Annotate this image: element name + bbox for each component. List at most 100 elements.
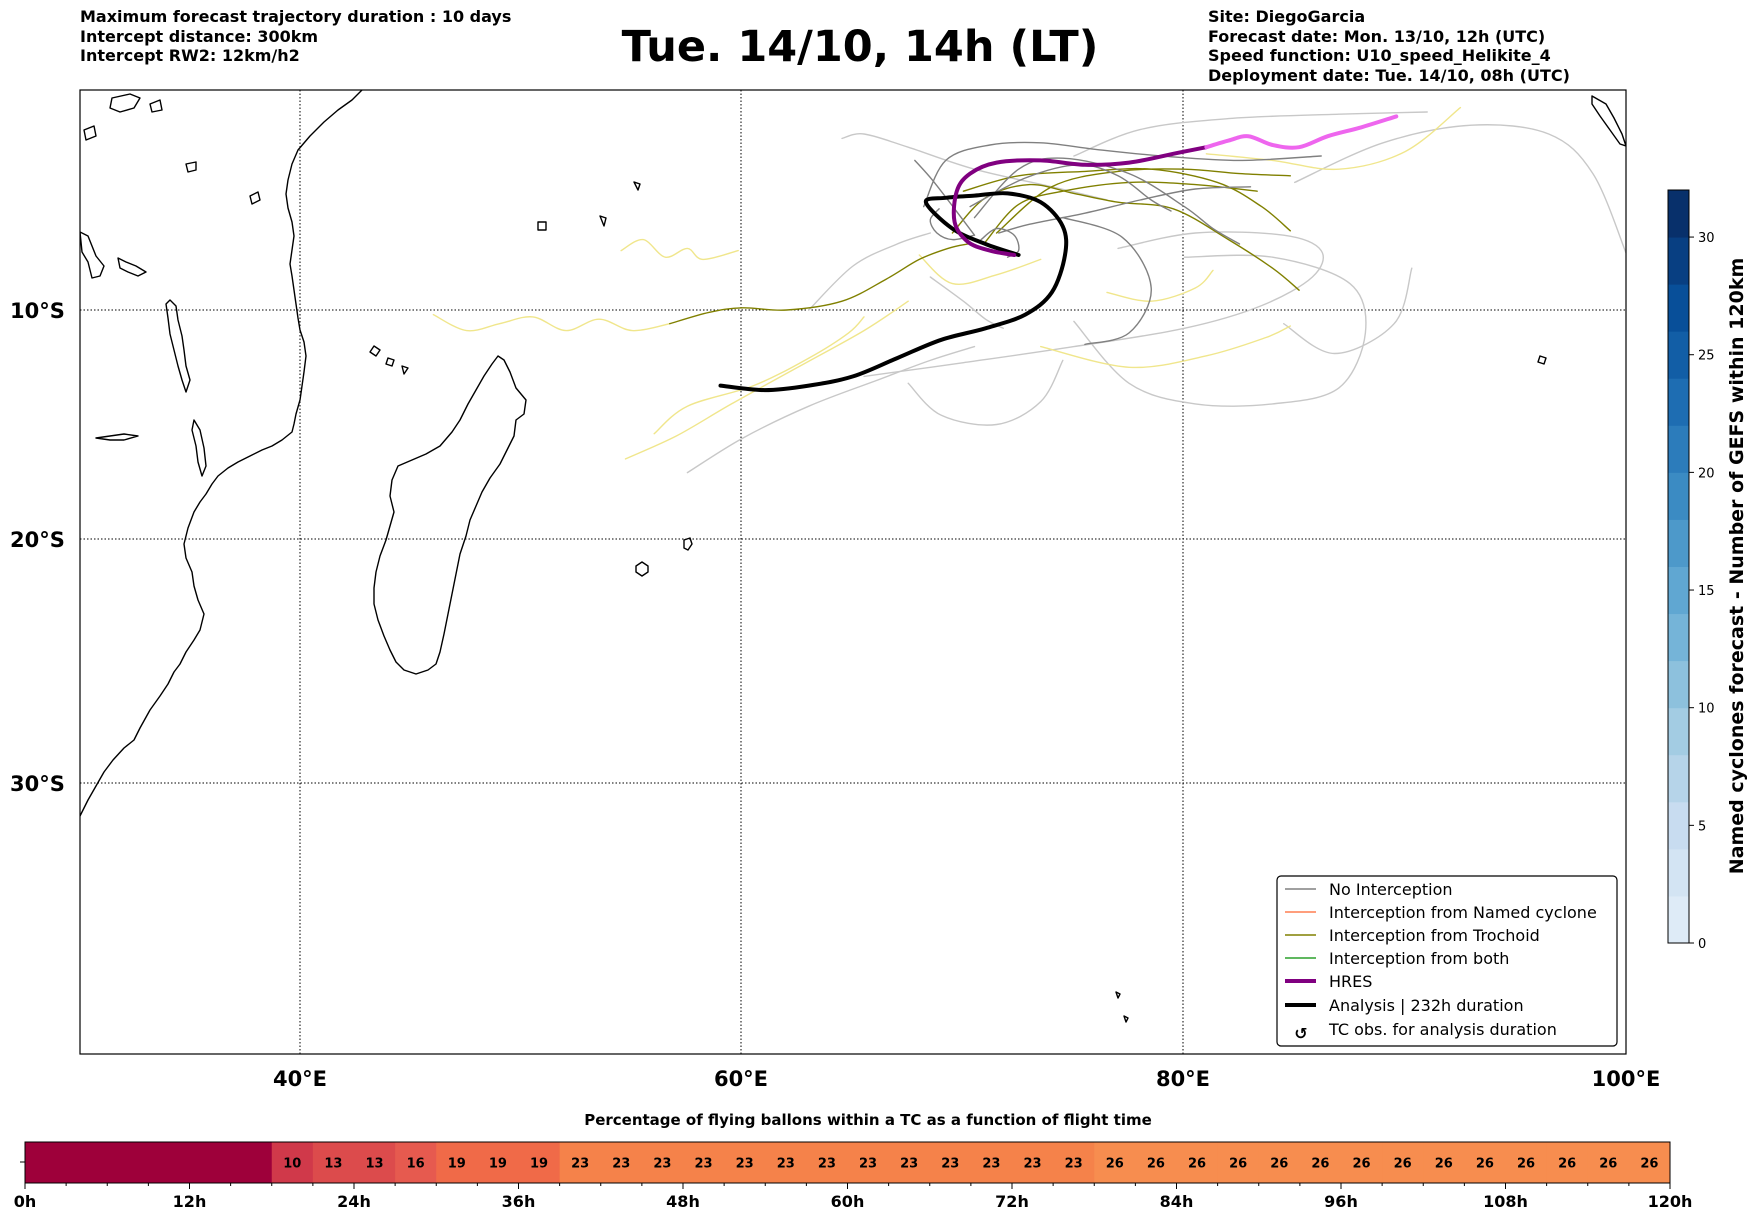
flight-time-tick-label-96h: 96h xyxy=(1324,1192,1358,1211)
colorbar-tick-label-15: 15 xyxy=(1698,584,1715,599)
flight-time-value-35: 26 xyxy=(1476,1157,1494,1172)
flight-time-cell-19 xyxy=(806,1142,849,1183)
colorbar-label: Named cyclones forecast - Number of GEFS… xyxy=(1726,258,1748,875)
chart-title: Tue. 14/10, 14h (LT) xyxy=(621,22,1099,72)
flight-time-value-19: 23 xyxy=(818,1157,836,1172)
trajectory-interception-from-trochoid-6 xyxy=(995,168,1291,234)
legend-label: TC obs. for analysis duration xyxy=(1328,1020,1557,1039)
flight-time-value-32: 26 xyxy=(1353,1157,1371,1172)
flight-time-cell-26 xyxy=(1094,1142,1136,1183)
legend-entry-hres: HRES xyxy=(1285,972,1372,991)
trajectory-interception-from-trochoid-3 xyxy=(669,243,969,325)
flight-time-value-22: 23 xyxy=(941,1157,959,1172)
trajectory-other-ensemble-member-29 xyxy=(620,238,739,261)
flight-time-value-7: 13 xyxy=(324,1157,342,1172)
colorbar-frame xyxy=(1667,189,1690,944)
colorbar-level-1 xyxy=(1668,848,1689,897)
trajectory-no-interception-10 xyxy=(969,164,1172,212)
flight-time-value-6: 10 xyxy=(283,1157,301,1172)
lake-tanganyika xyxy=(165,299,191,393)
trajectory-other-ensemble-member-19 xyxy=(808,232,931,311)
legend-label: Interception from Named cyclone xyxy=(1329,903,1597,922)
africa-coastline xyxy=(80,90,363,817)
madagascar-coastline xyxy=(373,355,527,675)
longitude-axis: 40°E 60°E 80°E 100°E xyxy=(273,1067,1660,1091)
flight-time-cell-20 xyxy=(847,1142,890,1183)
tick-label-100e: 100°E xyxy=(1592,1067,1661,1091)
lake-malawi xyxy=(191,419,207,477)
colorbar-tick-label-25: 25 xyxy=(1698,349,1715,364)
legend-label: Interception from both xyxy=(1329,949,1509,968)
flight-time-cell-35 xyxy=(1464,1142,1507,1183)
flight-time-value-38: 26 xyxy=(1599,1157,1617,1172)
trajectory-tracks xyxy=(432,106,1626,474)
flight-time-cell-27 xyxy=(1135,1142,1178,1183)
flight-time-cell-39 xyxy=(1628,1142,1671,1183)
trajectory-analysis-232h-duration-0 xyxy=(718,191,1069,393)
trajectory-other-ensemble-member-24 xyxy=(1283,267,1413,355)
site-info: Site: DiegoGarcia Forecast date: Mon. 13… xyxy=(1208,7,1570,85)
flight-time-value-10: 19 xyxy=(448,1157,466,1172)
flight-time-cell-37 xyxy=(1546,1142,1589,1183)
flight-time-value-26: 26 xyxy=(1106,1157,1124,1172)
flight-time-cell-12 xyxy=(518,1142,561,1183)
colorbar-ticks: 0 5 10 15 20 25 30 xyxy=(1689,231,1715,952)
flight-time-value-30: 26 xyxy=(1270,1157,1288,1172)
legend: No Interception Interception from Named … xyxy=(1276,875,1618,1047)
legend-entry-both: Interception from both xyxy=(1285,949,1509,968)
colorbar-tick-label-10: 10 xyxy=(1698,702,1715,717)
trajectory-other-ensemble-member-21 xyxy=(1073,111,1428,157)
site-text: Site: DiegoGarcia xyxy=(1208,7,1366,26)
seychelles-coastline xyxy=(537,181,641,231)
flight-time-tick-label-12h: 12h xyxy=(173,1192,207,1211)
flight-time-tick-label-84h: 84h xyxy=(1160,1192,1194,1211)
legend-entry-trochoid: Interception from Trochoid xyxy=(1285,926,1540,945)
colorbar-tick-label-5: 5 xyxy=(1698,819,1706,834)
trajectory-no-interception-9 xyxy=(973,157,1241,245)
cyclone-colorbar: 0 5 10 15 20 25 30 Named cyclones forecast - N… xyxy=(1667,189,1748,952)
colorbar-tick-label-20: 20 xyxy=(1698,466,1715,481)
legend-entry-no-interception: No Interception xyxy=(1285,880,1453,899)
lake-kivu xyxy=(117,257,147,277)
reunion-coastline xyxy=(683,537,693,551)
flight-time-value-23: 23 xyxy=(982,1157,1000,1172)
flight-time-value-11: 19 xyxy=(489,1157,507,1172)
flight-time-cell-25 xyxy=(1053,1142,1095,1183)
tick-label-80e: 80°E xyxy=(1156,1067,1210,1091)
colorbar-level-3 xyxy=(1668,754,1689,803)
forecast-date-text: Forecast date: Mon. 13/10, 12h (UTC) xyxy=(1208,26,1546,46)
flight-time-value-12: 19 xyxy=(530,1157,548,1172)
colorbar-level-10 xyxy=(1668,425,1689,473)
flight-time-cells: 10 13 13 16 19 19 19 23 23 23 23 23 23 23 23 23 23 23 23 23… xyxy=(25,1142,1671,1183)
colorbar-level-6 xyxy=(1668,613,1689,662)
trajectory-other-ensemble-member-26 xyxy=(432,313,671,332)
flight-time-value-21: 23 xyxy=(900,1157,918,1172)
flight-time-value-37: 26 xyxy=(1558,1157,1576,1172)
trajectory-other-ensemble-member-25 xyxy=(929,276,1004,329)
flight-time-tick-label-72h: 72h xyxy=(995,1192,1029,1211)
colorbar-level-14 xyxy=(1668,237,1689,285)
colorbar-level-0 xyxy=(1668,895,1689,944)
flight-time-cell-11 xyxy=(477,1142,520,1183)
trajectory-other-ensemble-member-22 xyxy=(841,133,1108,201)
flight-time-cell-23 xyxy=(970,1142,1013,1183)
trajectory-no-interception-13 xyxy=(914,159,976,236)
colorbar-level-8 xyxy=(1668,519,1689,567)
trajectory-other-ensemble-member-20 xyxy=(1294,124,1626,254)
intercept-distance-text: Intercept distance: 300km xyxy=(80,26,319,46)
trajectory-interception-from-trochoid-4 xyxy=(951,183,1300,291)
deployment-date-text: Deployment date: Tue. 14/10, 08h (UTC) xyxy=(1208,65,1570,85)
flight-time-bar: Percentage of flying ballons within a TC… xyxy=(14,1111,1693,1211)
trajectory-other-ensemble-member-18 xyxy=(1073,254,1367,407)
flight-time-cell-34 xyxy=(1423,1142,1465,1183)
tc-obs-marker-icon: ↺ xyxy=(1294,1024,1307,1043)
flight-time-cell-3 xyxy=(148,1142,191,1183)
flight-time-cell-10 xyxy=(436,1142,478,1183)
trajectory-duration-text: Maximum forecast trajectory duration : 1… xyxy=(80,7,512,26)
flight-time-value-33: 26 xyxy=(1394,1157,1412,1172)
trajectory-other-ensemble-member-32 xyxy=(1106,269,1214,302)
flight-time-cell-2 xyxy=(107,1142,149,1183)
flight-time-cell-8 xyxy=(354,1142,396,1183)
flight-time-cell-22 xyxy=(929,1142,972,1183)
